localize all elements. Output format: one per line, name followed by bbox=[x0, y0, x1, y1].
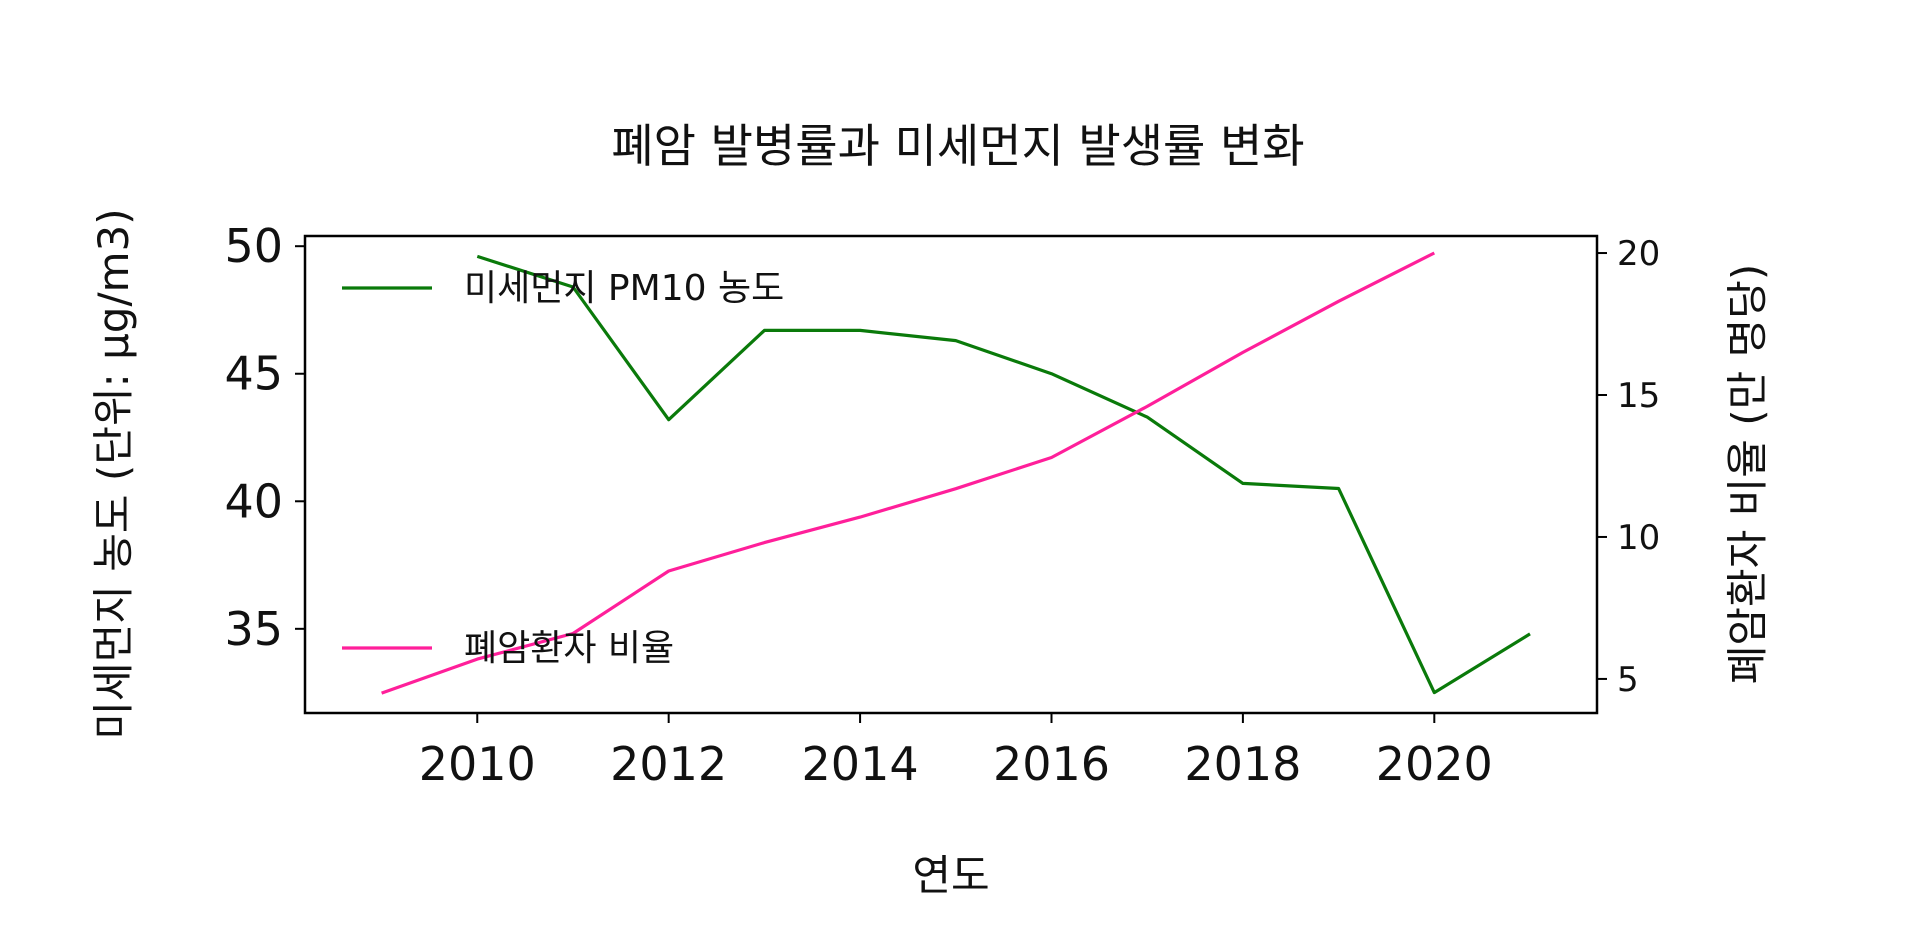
y-left-tick-label-50: 50 bbox=[224, 219, 283, 273]
y-left-tick-label-35: 35 bbox=[224, 602, 283, 656]
series-layer bbox=[381, 251, 1531, 695]
x-tick-label-2010: 2010 bbox=[419, 737, 536, 791]
y-right-tick-label-20: 20 bbox=[1617, 234, 1660, 274]
y-left-tick-label-45: 45 bbox=[224, 347, 283, 401]
y-axis-left: 35 40 45 50 bbox=[224, 219, 305, 656]
legend-label-0: 미세먼지 PM10 농도 bbox=[464, 268, 784, 309]
x-axis: 2010 2012 2014 2016 2018 2020 bbox=[419, 713, 1493, 791]
x-tick-label-2020: 2020 bbox=[1376, 737, 1493, 791]
y-right-tick-label-5: 5 bbox=[1617, 660, 1639, 700]
x-tick-label-2016: 2016 bbox=[993, 737, 1110, 791]
y-axis-right-label: 폐암환자 비율 (만 명당) bbox=[1723, 264, 1772, 685]
plot-frame bbox=[303, 234, 1599, 715]
y-axis-right: 5 10 15 20 bbox=[1597, 234, 1660, 700]
y-left-tick-label-40: 40 bbox=[224, 474, 283, 528]
y-right-tick-label-15: 15 bbox=[1617, 376, 1660, 416]
x-tick-label-2014: 2014 bbox=[802, 737, 919, 791]
chart-title: 폐암 발병률과 미세먼지 발생률 변화 bbox=[611, 119, 1304, 173]
series-line-1 bbox=[381, 251, 1436, 695]
x-tick-label-2018: 2018 bbox=[1184, 737, 1301, 791]
y-axis-left-label: 미세먼지 농도 (단위: μg/m3) bbox=[89, 208, 138, 739]
y-right-tick-label-10: 10 bbox=[1617, 518, 1660, 558]
series-line-0 bbox=[476, 254, 1531, 695]
x-axis-label: 연도 bbox=[912, 851, 989, 900]
x-tick-label-2012: 2012 bbox=[610, 737, 727, 791]
legend-label-1: 폐암환자 비율 bbox=[464, 628, 674, 669]
